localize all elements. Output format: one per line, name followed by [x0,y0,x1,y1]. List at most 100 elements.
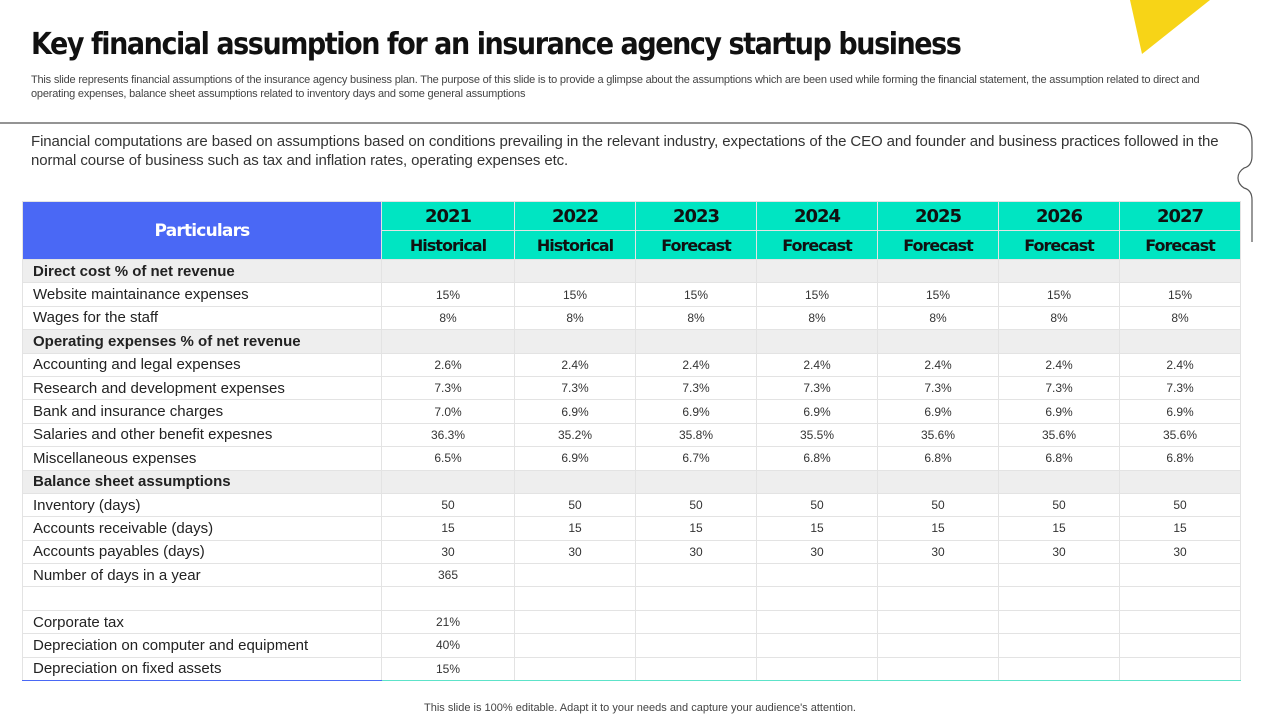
table-cell [756,609,878,635]
table-cell: 2.4% [998,352,1120,377]
table-cell: 6.8% [877,446,999,471]
table-cell: 50 [635,492,757,518]
table-cell: 8% [756,305,878,331]
table-cell [756,563,878,588]
section-label: Operating expenses % of net revenue [22,329,382,354]
table-cell: 30 [635,539,757,565]
table-cell [998,633,1120,658]
table-cell: 8% [635,305,757,331]
table-cell [998,586,1120,611]
table-cell [877,609,999,635]
table-cell [998,563,1120,588]
callout-text: Financial computations are based on assu… [31,133,1219,169]
table-row: Accounting and legal expenses 2.6% 2.4% 2.4… [22,352,1241,377]
table-cell [756,586,878,611]
footer-note: This slide is 100% editable. Adapt it to… [424,702,856,714]
table-cell [1119,469,1241,494]
row-label: Depreciation on computer and equipment [22,633,382,658]
table-cell: 2.4% [756,352,878,377]
table-cell: 15% [998,282,1120,307]
table-cell: 15 [1119,516,1241,541]
year-header: 2024 [756,201,878,231]
row-label: Number of days in a year [22,563,382,588]
table-cell [635,258,757,284]
table-row: Corporate tax 21% [22,609,1241,635]
table-cell [998,258,1120,284]
table-cell [514,258,636,284]
row-label: Salaries and other benefit expesnes [22,422,382,448]
table-cell: 15% [381,656,515,682]
table-cell: 8% [877,305,999,331]
table-row: Bank and insurance charges 7.0% 6.9% 6.9% 6.… [22,399,1241,424]
table-cell: 6.9% [1119,399,1241,424]
page-subtitle: This slide represents financial assumpti… [31,74,1200,100]
period-type-header: Historical [514,230,636,260]
table-cell [756,633,878,658]
table-cell: 50 [1119,492,1241,518]
row-label [22,586,382,611]
table-row: Website maintainance expenses 15% 15% 15% 15… [22,282,1241,307]
table-cell: 7.3% [1119,375,1241,401]
row-label: Bank and insurance charges [22,399,382,424]
table-cell: 15 [877,516,999,541]
table-cell: 6.8% [1119,446,1241,471]
accent-triangle [1130,0,1210,54]
table-cell: 50 [514,492,636,518]
row-label: Research and development expenses [22,375,382,401]
table-cell: 6.7% [635,446,757,471]
particulars-header: Particulars [22,201,382,260]
table-cell: 30 [381,539,515,565]
table-cell: 6.9% [514,446,636,471]
table-row: Accounts receivable (days) 15 15 15 15 15 15 15 [22,516,1241,541]
year-header: 2027 [1119,201,1241,231]
table-cell: 2.4% [877,352,999,377]
table-cell: 15% [381,282,515,307]
table-cell [635,469,757,494]
table-cell [1119,563,1241,588]
table-cell [998,469,1120,494]
period-type-header: Forecast [1119,230,1241,260]
table-cell [635,563,757,588]
table-cell [1119,329,1241,354]
callout-frame [0,122,1253,242]
table-cell [998,656,1120,682]
table-cell [877,469,999,494]
table-cell [1119,258,1241,284]
row-label: Website maintainance expenses [22,282,382,307]
table-cell [514,563,636,588]
assumptions-table: Particulars 2021 2022 2023 2024 2025 2026 2027… [22,201,1241,682]
year-header: 2025 [877,201,999,231]
table-row: Miscellaneous expenses 6.5% 6.9% 6.7% 6.8% 6.… [22,446,1241,471]
table-cell [877,633,999,658]
table-cell: 30 [514,539,636,565]
row-label: Accounting and legal expenses [22,352,382,377]
year-header: 2023 [635,201,757,231]
table-cell: 21% [381,609,515,635]
table-cell: 2.4% [1119,352,1241,377]
table-row [22,586,1241,611]
table-cell [514,633,636,658]
section-label: Balance sheet assumptions [22,469,382,494]
table-cell: 50 [877,492,999,518]
row-label: Corporate tax [22,609,382,635]
table-cell [877,586,999,611]
table-cell [998,329,1120,354]
table-cell: 7.3% [998,375,1120,401]
table-cell: 15 [756,516,878,541]
table-cell: 35.8% [635,422,757,448]
table-row: Depreciation on fixed assets 15% [22,656,1241,682]
table-cell [381,329,515,354]
table-row: Inventory (days) 50 50 50 50 50 50 50 [22,492,1241,518]
section-row: Direct cost % of net revenue [22,258,1241,284]
table-cell [756,329,878,354]
table-cell: 36.3% [381,422,515,448]
table-cell: 35.2% [514,422,636,448]
table-cell [1119,609,1241,635]
table-cell [877,258,999,284]
table-cell: 30 [877,539,999,565]
table-cell: 15 [998,516,1120,541]
table-cell: 6.8% [756,446,878,471]
table-cell [635,656,757,682]
table-cell [1119,633,1241,658]
table-cell: 8% [381,305,515,331]
